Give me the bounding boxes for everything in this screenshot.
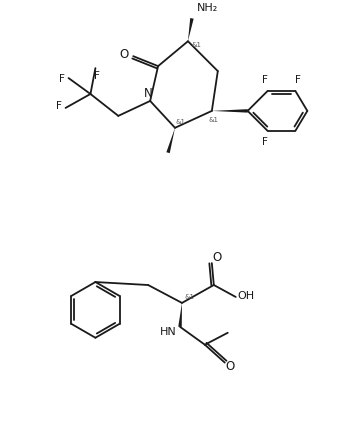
Text: F: F: [262, 137, 267, 147]
Text: F: F: [59, 74, 64, 84]
Text: O: O: [225, 360, 234, 373]
Polygon shape: [188, 18, 194, 41]
Text: &1: &1: [176, 119, 186, 125]
Text: F: F: [95, 71, 100, 81]
Text: F: F: [295, 75, 301, 85]
Text: &1: &1: [192, 42, 202, 48]
Text: &1: &1: [185, 294, 195, 300]
Text: N: N: [144, 88, 153, 100]
Text: NH₂: NH₂: [197, 3, 218, 14]
Text: HN: HN: [160, 327, 176, 337]
Polygon shape: [178, 303, 182, 327]
Text: O: O: [212, 251, 222, 264]
Text: OH: OH: [237, 291, 254, 301]
Text: F: F: [56, 101, 62, 111]
Polygon shape: [166, 128, 175, 153]
Text: F: F: [262, 75, 267, 85]
Text: O: O: [120, 48, 129, 61]
Polygon shape: [212, 109, 248, 113]
Text: &1: &1: [209, 117, 219, 123]
